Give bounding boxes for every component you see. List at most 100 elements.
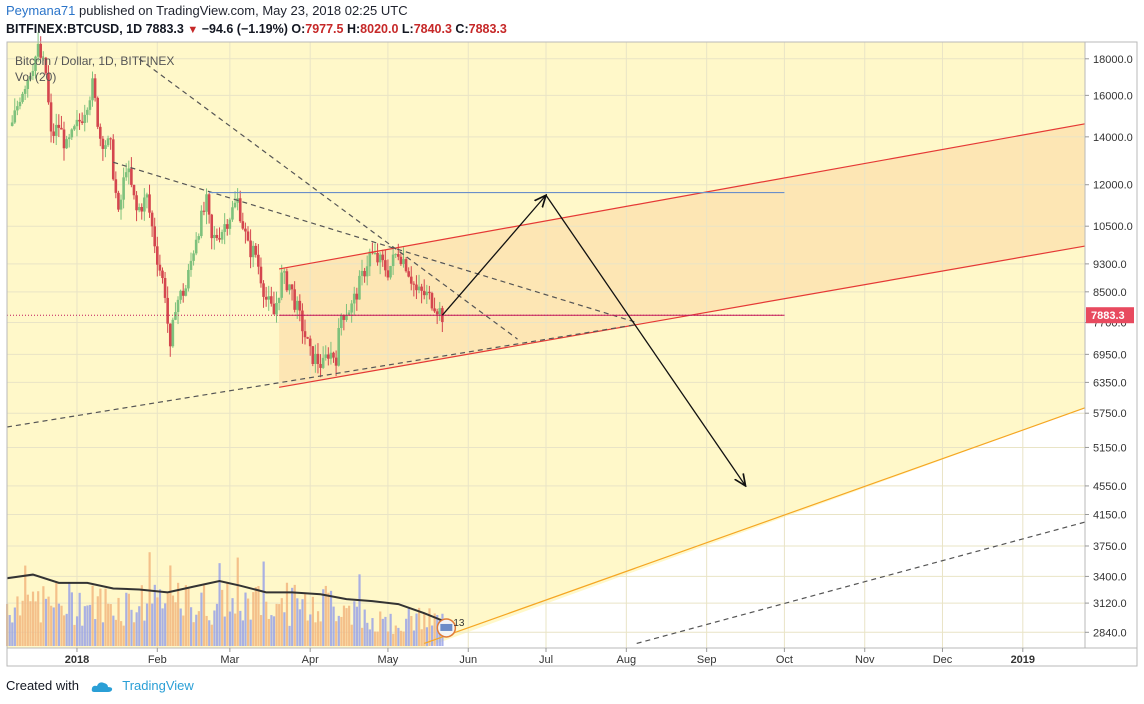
candle-body (233, 202, 237, 208)
candle-body (373, 253, 377, 255)
volume-bar (8, 615, 11, 646)
candle-body (412, 283, 416, 285)
candle-body (438, 308, 442, 315)
candle-body (210, 214, 214, 239)
volume-bar (319, 621, 322, 646)
volume-bar (405, 618, 408, 646)
volume-bar (91, 585, 94, 646)
candle-body (161, 270, 164, 279)
open-label: O: (291, 22, 306, 36)
y-tick-label: 4550.0 (1093, 481, 1127, 493)
volume-bar (44, 598, 48, 646)
y-tick-label: 9300.0 (1093, 259, 1127, 271)
volume-bar (42, 586, 45, 646)
candle-body (143, 197, 146, 212)
volume-bar (280, 598, 283, 646)
volume-bar (117, 597, 120, 646)
candle-body (334, 357, 338, 366)
y-tick-label: 6950.0 (1093, 349, 1127, 361)
candle-body (394, 254, 398, 256)
candle-body (409, 276, 413, 284)
symbol-name: BITFINEX:BTCUSD, 1D (6, 22, 143, 36)
candle-body (155, 246, 159, 265)
y-tick-label: 18000.0 (1093, 54, 1133, 66)
volume-bar (47, 596, 50, 646)
candle-body (31, 70, 35, 77)
candle-body (262, 283, 265, 297)
volume-bar (171, 595, 175, 646)
candle-body (422, 290, 426, 296)
volume-bar (101, 622, 105, 646)
volume-bar (394, 625, 397, 646)
candle-body (360, 270, 364, 276)
candle-body (407, 271, 410, 277)
candle-body (391, 254, 395, 267)
candle-body (301, 310, 304, 332)
candle-body (130, 168, 133, 185)
candle-body (435, 311, 439, 315)
candle-body (399, 256, 403, 265)
volume-bar (63, 615, 66, 646)
volume-bar (11, 622, 14, 646)
volume-bar (340, 616, 343, 646)
candle-body (78, 119, 81, 122)
footer: Created with TradingView (6, 678, 194, 693)
candle-body (179, 290, 182, 300)
candle-body (329, 352, 333, 359)
y-tick-label: 12000.0 (1093, 180, 1133, 192)
volume-bar (324, 585, 327, 646)
volume-bar (73, 624, 76, 646)
candle-body (153, 226, 157, 247)
candle-body (83, 114, 87, 123)
tradingview-link[interactable]: TradingView (122, 678, 194, 693)
x-tick-label: Sep (697, 654, 717, 666)
candle-body (96, 97, 99, 127)
volume-bar (368, 629, 371, 646)
candle-body (355, 293, 359, 300)
volume-bar (16, 596, 19, 646)
candle-body (41, 57, 45, 59)
candle-body (272, 303, 276, 315)
author-link[interactable]: Peymana71 (6, 3, 76, 18)
volume-bar (345, 608, 348, 646)
open-value: 7977.5 (305, 22, 344, 36)
trend-line (636, 521, 1086, 645)
projection-arrow (441, 195, 546, 316)
x-tick-label: 2018 (65, 654, 89, 666)
candle-body (215, 234, 219, 239)
volume-bar (430, 625, 434, 646)
candle-body (10, 122, 14, 126)
low-value: 7840.3 (413, 22, 452, 36)
volume-bar (166, 593, 169, 646)
trend-line (278, 123, 1086, 270)
candle-body (280, 272, 283, 298)
candle-body (150, 212, 154, 227)
x-tick-label: Apr (302, 654, 319, 666)
volume-bar (120, 621, 123, 646)
candle-body (389, 266, 392, 278)
volume-bar (278, 604, 281, 646)
volume-bar (114, 619, 118, 646)
volume-bar (259, 615, 263, 646)
low-label: L: (401, 22, 414, 36)
candle-body (417, 286, 421, 291)
volume-bar (78, 592, 81, 646)
candle-body (122, 177, 125, 200)
candle-body (91, 78, 94, 101)
candle-body (168, 323, 172, 347)
volume-bar (298, 609, 302, 646)
x-tick-label: May (378, 654, 399, 666)
candle-body (259, 266, 263, 284)
volume-bar (135, 612, 138, 646)
published-text: published on TradingView.com, May 23, 20… (79, 3, 408, 18)
trend-line (113, 161, 637, 324)
candle-body (319, 363, 322, 368)
last-price-label: 7883.3 (1091, 310, 1125, 322)
volume-bar (179, 608, 182, 646)
candle-body (192, 253, 195, 261)
volume-bar (420, 629, 423, 646)
volume-bar (52, 607, 55, 646)
volume-bar (306, 620, 309, 646)
high-value: 8020.0 (360, 22, 399, 36)
